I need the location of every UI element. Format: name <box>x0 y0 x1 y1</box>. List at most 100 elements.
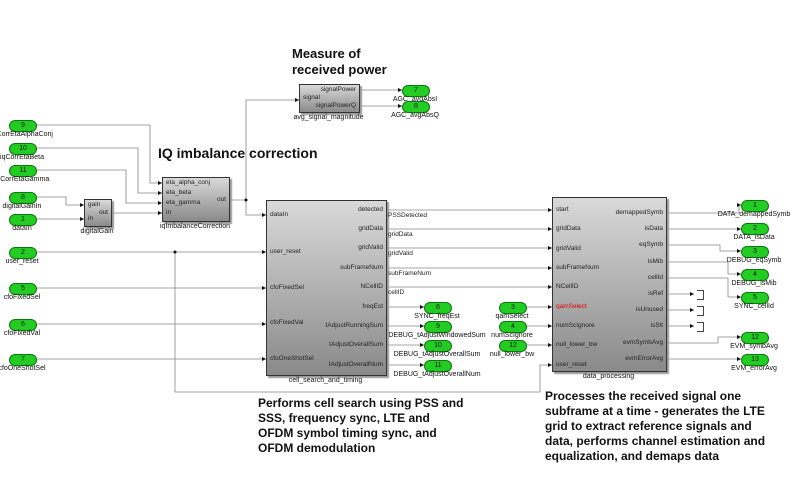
inport-port-iqCorrEtaAlphaConj[interactable]: 9 <box>9 120 37 132</box>
input-port-numScIgnore: numScIgnore <box>556 322 595 329</box>
output-port-demappedSymb: demappedSymb <box>615 209 663 216</box>
input-port-qamSelect: qamSelect <box>556 303 587 310</box>
inport-port-null_lower_bw[interactable]: 12 <box>499 340 527 352</box>
outport-port-DEBUG_tAdjustOverallNum[interactable]: 11 <box>424 360 452 372</box>
inport-port-iqCorrEtaBeta[interactable]: 10 <box>9 143 37 155</box>
outport-port-label: DATA_isData <box>733 234 775 241</box>
outport-port-SYNC_freqEst[interactable]: 6 <box>424 302 452 314</box>
block-data_processing[interactable]: start gridData gridValid subFrameNum NCellID… <box>552 197 667 372</box>
outport-port-AGC_avgAbsQ[interactable]: 8 <box>402 101 430 113</box>
output-port-subFrameNum: subFrameNum <box>340 264 383 271</box>
input-port-in: in <box>88 215 94 222</box>
inport-port-numScIgnore[interactable]: 4 <box>499 321 527 333</box>
outport-port-DATA_demappedSymb[interactable]: 1 <box>741 200 769 212</box>
outport-port-label: DEBUG_tAdjustWindowedSum <box>388 332 486 339</box>
input-port-signal: signal <box>303 94 320 101</box>
outport-port-DEBUG_tAdjustOverallSum[interactable]: 10 <box>424 340 452 352</box>
output-port-isRef: isRef <box>648 290 663 297</box>
terminator-icon <box>697 322 704 332</box>
inport-port-label: cfoFixedVal <box>3 330 41 337</box>
input-port-start: start <box>556 206 569 213</box>
output-port-isSlt: isSlt <box>650 322 663 329</box>
inport-port-user_reset[interactable]: 2 <box>9 247 37 259</box>
outport-port-EVM_symbAvg[interactable]: 12 <box>741 332 769 344</box>
inport-port-label: dataIn <box>12 225 32 232</box>
block-digitalGain[interactable]: gain in out <box>84 199 112 227</box>
input-port-eta_gamma: eta_gamma <box>166 199 201 206</box>
outport-port-label: SYNC_cellId <box>734 303 774 310</box>
output-port-eqSymb: eqSymb <box>639 241 663 248</box>
inport-port-label: qamSelect <box>495 313 529 320</box>
outport-port-label: EVM_symbAvg <box>730 343 778 350</box>
output-port-isData: isData <box>644 225 663 232</box>
outport-port-label: DEBUG_isMib <box>731 280 777 287</box>
iq-imbalance-title: IQ imbalance correction <box>158 145 318 161</box>
input-port-dataIn: dataIn <box>270 211 289 218</box>
input-port-null_lower_bw: null_lower_bw <box>556 341 598 348</box>
outport-port-SYNC_cellId[interactable]: 5 <box>741 292 769 304</box>
block-cell_search_and_timing[interactable]: dataIn user_reset cfoFixedSel cfoFixedVal cf… <box>266 200 387 376</box>
inport-port-label: cfoOneShotSel <box>0 365 46 372</box>
input-port-eta_beta: eta_beta <box>166 189 192 196</box>
outport-port-DEBUG_eqSymb[interactable]: 3 <box>741 246 769 258</box>
output-port-gridValid: gridValid <box>358 244 383 251</box>
output-port-evmErrorAvg: evmErrorAvg <box>625 355 663 362</box>
outport-port-EVM_errorAvg[interactable]: 13 <box>741 354 769 366</box>
outport-port-AGC_avgAbsI[interactable]: 7 <box>402 85 430 97</box>
outport-port-DATA_isData[interactable]: 2 <box>741 223 769 235</box>
inport-port-label: iqCorrEtaAlphaConj <box>0 131 53 138</box>
output-port-out: out <box>98 209 108 216</box>
outport-port-DEBUG_isMib[interactable]: 4 <box>741 269 769 281</box>
block-label: data_processing <box>582 373 635 380</box>
block-label: iqImbalanceCorrection <box>159 223 231 230</box>
input-port-gridValid: gridValid <box>556 245 581 252</box>
inport-port-iqCorrEtaGamma[interactable]: 11 <box>9 165 37 177</box>
signal-label: subFrameNum <box>388 270 431 277</box>
outport-port-label: SYNC_freqEst <box>414 313 460 320</box>
input-port-NCellID: NCellID <box>556 283 579 290</box>
outport-port-label: AGC_avgAbsI <box>392 96 438 103</box>
outport-port-label: EVM_errorAvg <box>731 365 777 372</box>
signal-label: cellID <box>388 289 405 296</box>
outport-port-DEBUG_tAdjustWindowedSum[interactable]: 9 <box>424 321 452 333</box>
inport-port-dataIn[interactable]: 1 <box>9 214 37 226</box>
outport-port-label: DEBUG_eqSymb <box>726 257 782 264</box>
output-port-evmSymbAvg: evmSymbAvg <box>623 339 663 346</box>
outport-port-label: DEBUG_tAdjustOverallNum <box>393 371 481 378</box>
output-port-tAdjustRunningSum: tAdjustRunningSum <box>325 322 383 329</box>
output-port-signalPower: signalPower <box>320 86 356 93</box>
inport-port-label: numScIgnore <box>491 332 533 339</box>
inport-port-label: cfoFixedSel <box>3 294 41 301</box>
input-port-cfoOneShotSel: cfoOneShotSel <box>270 355 314 362</box>
block-avg_signal_magnitude[interactable]: signal signalPower signalPowerQ <box>299 84 360 113</box>
inport-port-digitalGainIn[interactable]: 8 <box>9 192 37 204</box>
input-port-in: in <box>166 209 172 216</box>
input-port-cfoFixedSel: cfoFixedSel <box>270 284 304 291</box>
input-port-user_reset: user_reset <box>556 361 587 368</box>
output-port-cellId: cellId <box>647 274 663 281</box>
output-port-out: out <box>216 196 226 203</box>
input-port-eta_alpha_conj: eta_alpha_conj <box>166 179 211 186</box>
inport-port-cfoFixedSel[interactable]: 5 <box>9 283 37 295</box>
inport-port-label: user_reset <box>5 258 39 265</box>
inport-port-qamSelect[interactable]: 3 <box>499 302 527 314</box>
terminator-icon <box>697 306 704 316</box>
inport-port-label: iqCorrEtaBeta <box>0 154 44 161</box>
block-label: cell_search_and_timing <box>288 377 363 384</box>
outport-port-label: AGC_avgAbsQ <box>391 112 439 119</box>
outport-port-label: DATA_demappedSymb <box>717 211 791 218</box>
inport-port-label: digitalGainIn <box>2 203 42 210</box>
output-port-gridData: gridData <box>358 225 383 232</box>
inport-port-cfoFixedVal[interactable]: 6 <box>9 319 37 331</box>
input-port-cfoFixedVal: cfoFixedVal <box>270 319 304 326</box>
block-label: digitalGain <box>80 228 114 235</box>
inport-port-cfoOneShotSel[interactable]: 7 <box>9 354 37 366</box>
cell-search-note: Performs cell search using PSS and SSS, … <box>258 396 464 455</box>
output-port-freqEst: freqEst <box>362 303 383 310</box>
terminator-icon <box>697 290 704 300</box>
signal-label: PSSDetected <box>388 212 428 219</box>
output-port-tAdjustOverallSum: tAdjustOverallSum <box>329 341 383 348</box>
